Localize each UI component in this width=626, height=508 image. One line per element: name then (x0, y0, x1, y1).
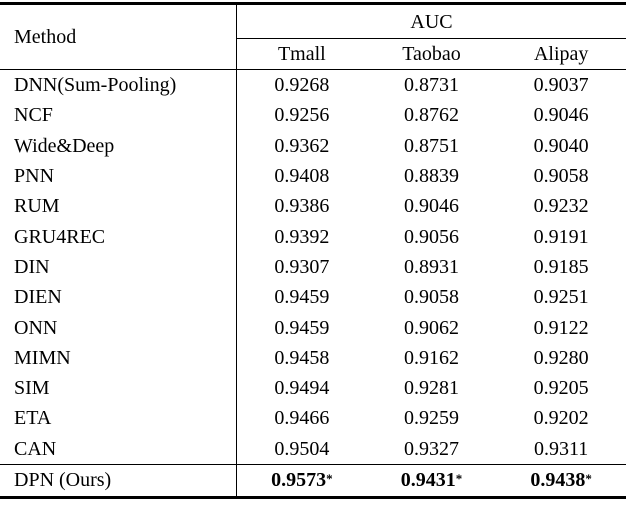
method-cell: DPN (Ours) (0, 464, 237, 496)
value-cell: 0.9062 (404, 316, 459, 339)
value-cell: 0.8731 (404, 74, 459, 97)
method-cell: DNN(Sum-Pooling) (0, 70, 237, 101)
value-cell: 0.9268 (274, 74, 330, 97)
table-row: Wide&Deep 0.9362 0.8751 0.9040 (0, 130, 626, 161)
table-row: DIEN 0.9459 0.9058 0.9251 (0, 282, 626, 313)
value-cell: 0.9311 (534, 437, 589, 460)
value-cell: 0.9205 (533, 377, 589, 400)
table-row: GRU4REC 0.9392 0.9056 0.9191 (0, 221, 626, 252)
table-row-ours: DPN (Ours) 0.9573 * 0.9431 * 0.9438 * (0, 464, 626, 496)
value-cell: 0.8762 (404, 104, 459, 127)
table-row: CAN 0.9504 0.9327 0.9311 (0, 433, 626, 464)
value-cell: 0.9431 * (400, 469, 463, 492)
column-header-taobao: Taobao (402, 43, 461, 65)
value-cell: 0.9362 (274, 134, 330, 157)
value-cell: 0.9056 (404, 225, 459, 248)
method-header-label: Method (14, 26, 77, 48)
value-cell: 0.8839 (404, 165, 459, 188)
table-row: ETA 0.9466 0.9259 0.9202 (0, 403, 626, 434)
table-row: DIN 0.9307 0.8931 0.9185 (0, 251, 626, 283)
table-row: DNN(Sum-Pooling) 0.9268 0.8731 0.9037 (0, 70, 626, 101)
best-value: 0.9573 (271, 469, 327, 492)
final-separator-rule (0, 463, 626, 465)
dataset-subheaders: Tmall Taobao Alipay (237, 39, 626, 69)
method-cell: DIN (0, 251, 237, 283)
method-cell: DIEN (0, 282, 237, 313)
value-cell: 0.9386 (274, 195, 330, 218)
value-cell: 0.9185 (533, 255, 589, 278)
value-cell: 0.9438 * (530, 469, 592, 492)
value-cell: 0.8751 (404, 134, 459, 157)
table-row: MIMN 0.9458 0.9162 0.9280 (0, 342, 626, 373)
value-cell: 0.9327 (404, 437, 459, 460)
value-cell: 0.9392 (274, 225, 330, 248)
auc-underline-rule (237, 38, 626, 39)
value-cell: 0.9191 (533, 225, 589, 248)
value-cell: 0.9122 (533, 316, 589, 339)
table-header: Method AUC Tmall Taobao Alipay (0, 5, 626, 69)
method-cell: NCF (0, 100, 237, 131)
value-cell: 0.9459 (274, 286, 330, 309)
method-cell: GRU4REC (0, 221, 237, 252)
value-cell: 0.9251 (533, 286, 589, 309)
value-cell: 0.9280 (533, 346, 589, 369)
value-cell: 0.9408 (274, 165, 330, 188)
value-cell: 0.9037 (533, 74, 589, 97)
bottom-rule (0, 495, 626, 499)
best-value: 0.9438 (530, 469, 586, 492)
value-cell: 0.9466 (274, 407, 330, 430)
method-cell: CAN (0, 433, 237, 464)
column-header-alipay: Alipay (533, 43, 589, 65)
value-cell: 0.9259 (404, 407, 459, 430)
value-cell: 0.9232 (533, 195, 589, 218)
table-row: SIM 0.9494 0.9281 0.9205 (0, 372, 626, 404)
value-cell: 0.9046 (404, 195, 459, 218)
value-cell: 0.9504 (274, 437, 330, 460)
value-cell: 0.9046 (533, 104, 589, 127)
auc-group-label: AUC (410, 10, 453, 33)
value-cell: 0.9494 (274, 377, 330, 400)
value-cell: 0.9040 (533, 134, 589, 157)
value-cell: 0.9162 (404, 346, 459, 369)
method-header-cell: Method (0, 5, 237, 69)
value-cell: 0.9307 (274, 255, 330, 278)
header-separator-rule (0, 69, 626, 70)
method-cell: ONN (0, 312, 237, 343)
value-cell: 0.9058 (533, 165, 589, 188)
best-value: 0.9431 (400, 469, 456, 492)
value-cell: 0.9459 (274, 316, 330, 339)
value-cell: 0.9281 (404, 377, 459, 400)
value-cell: 0.9202 (533, 407, 589, 430)
table-row: RUM 0.9386 0.9046 0.9232 (0, 191, 626, 222)
method-cell: MIMN (0, 342, 237, 373)
auc-column-group: AUC Tmall Taobao Alipay (237, 5, 626, 69)
value-cell: 0.9458 (274, 346, 330, 369)
method-cell: SIM (0, 372, 237, 404)
value-cell: 0.9256 (274, 104, 330, 127)
table-row: PNN 0.9408 0.8839 0.9058 (0, 160, 626, 192)
value-cell: 0.8931 (404, 255, 459, 278)
method-cell: PNN (0, 160, 237, 192)
value-cell: 0.9573 * (271, 469, 333, 492)
table-row: NCF 0.9256 0.8762 0.9046 (0, 100, 626, 131)
column-header-tmall: Tmall (277, 43, 326, 65)
method-cell: Wide&Deep (0, 130, 237, 161)
method-cell: RUM (0, 191, 237, 222)
method-cell: ETA (0, 403, 237, 434)
table-row: ONN 0.9459 0.9062 0.9122 (0, 312, 626, 343)
value-cell: 0.9058 (404, 286, 459, 309)
top-rule (0, 2, 626, 5)
